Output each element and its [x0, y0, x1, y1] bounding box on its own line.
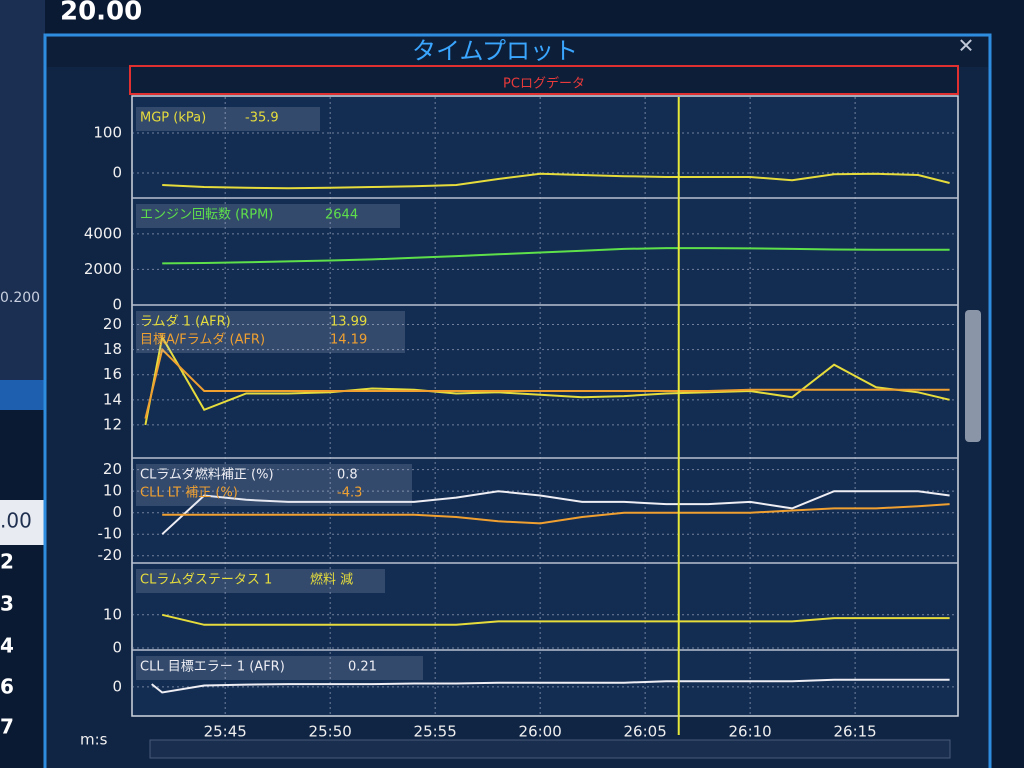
plot-area	[131, 95, 959, 717]
y-tick-label: 2000	[84, 260, 122, 278]
bg-value: 20.00	[60, 0, 142, 27]
bg-value: .00	[0, 509, 32, 533]
y-tick-label: 10	[103, 605, 122, 623]
y-tick-label: 20	[103, 460, 122, 478]
readout-box	[136, 107, 320, 131]
y-tick-label: 4000	[84, 224, 122, 242]
close-button[interactable]: ✕	[958, 34, 975, 58]
title-bar	[47, 37, 988, 67]
x-tick-label: 26:15	[833, 723, 876, 741]
bg-row: 2	[0, 550, 14, 574]
series-readout: 燃料 減	[310, 572, 353, 588]
series-line	[161, 613, 950, 626]
readout-box	[136, 204, 400, 228]
scrollbar[interactable]	[965, 310, 981, 442]
y-tick-label: 16	[103, 365, 122, 383]
bg-row: 7	[0, 715, 14, 739]
y-tick-label: 18	[103, 340, 122, 358]
x-tick-label: 26:05	[624, 723, 667, 741]
window-title: タイムプロット	[412, 37, 578, 65]
time-scrollbar[interactable]	[149, 739, 951, 759]
bg-row: 4	[0, 634, 14, 658]
series-line	[161, 490, 950, 535]
series-name: CLラムダステータス 1	[140, 573, 272, 588]
y-tick-label: 20	[103, 315, 122, 333]
y-tick-label: -20	[98, 546, 123, 564]
y-tick-label: 0	[112, 503, 122, 521]
y-tick-label: 12	[103, 415, 122, 433]
series-name: MGP (kPa)	[140, 111, 206, 126]
log-label: PCログデータ	[503, 76, 585, 92]
plots: 25:45 25:50 25:55 26:00 26:05 26:10 26:15 m:s 10…	[80, 97, 958, 749]
x-axis-label: m:s	[80, 731, 108, 749]
series-name: ラムダ 1 (AFR)	[140, 315, 231, 330]
readout-box	[136, 569, 385, 593]
side-highlight	[0, 380, 45, 410]
series-line	[162, 247, 950, 265]
series-readout: 0.8	[337, 468, 358, 483]
y-tick-label: 0	[112, 639, 122, 657]
series-name: CLラムダ燃料補正 (%)	[140, 467, 274, 483]
series-line	[144, 347, 950, 419]
series-name: エンジン回転数 (RPM)	[140, 208, 273, 223]
y-tick-label: 0	[112, 677, 122, 695]
y-tick-label: 0	[112, 296, 122, 314]
x-tick-label: 26:10	[729, 723, 772, 741]
y-tick-label: 14	[103, 390, 122, 408]
x-tick-label: 25:45	[204, 723, 247, 741]
series-readout: -35.9	[245, 111, 279, 126]
y-tick-label: -10	[98, 525, 123, 543]
series-readout: 2644	[325, 208, 358, 223]
readout-box	[136, 656, 423, 680]
series-line	[151, 678, 950, 694]
bg-row: 3	[0, 592, 14, 616]
y-tick-label: 0	[112, 164, 122, 182]
y-tick-label: 10	[103, 482, 122, 500]
series-line	[162, 172, 950, 190]
readout-box	[136, 464, 412, 506]
side-panel	[0, 0, 45, 380]
series-readout: 13.99	[330, 315, 367, 330]
x-tick-label: 26:00	[519, 723, 562, 741]
x-tick-label: 25:50	[309, 723, 352, 741]
series-line	[162, 503, 950, 525]
series-name: 目標A/Fラムダ (AFR)	[140, 333, 265, 348]
x-tick-label: 25:55	[414, 723, 457, 741]
series-line	[144, 334, 950, 426]
y-tick-label: 100	[93, 124, 122, 142]
series-readout: 0.21	[348, 660, 377, 675]
series-name: CLL 目標エラー 1 (AFR)	[140, 660, 285, 675]
log-label-box	[129, 65, 959, 95]
bg-value: 0.200	[0, 290, 40, 306]
series-readout: -4.3	[337, 486, 362, 501]
series-name: CLL LT 補正 (%)	[140, 486, 238, 501]
readout-box	[136, 311, 405, 353]
bg-row: 6	[0, 675, 14, 699]
series-readout: 14.19	[330, 333, 367, 348]
